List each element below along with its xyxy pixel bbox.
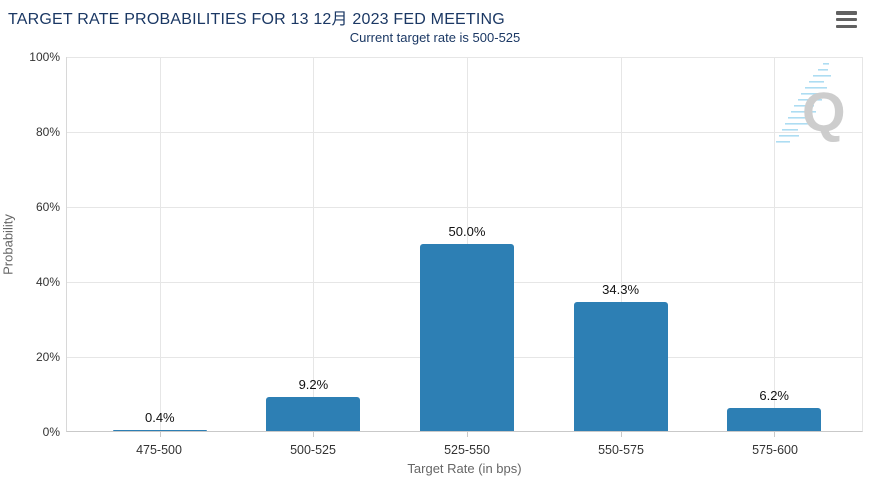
horizontal-gridline bbox=[67, 207, 862, 208]
bar-value-label: 6.2% bbox=[759, 387, 789, 403]
category-columns: 0.4% 9.2% 50.0% 34.3% bbox=[83, 57, 851, 437]
probability-bar[interactable] bbox=[419, 243, 514, 431]
vertical-gridline bbox=[774, 57, 776, 431]
hamburger-menu-icon[interactable] bbox=[836, 11, 857, 28]
bar-value-label: 34.3% bbox=[602, 282, 640, 298]
y-axis-tick-labels: 0% 20% 40% 60% 80% 100% bbox=[0, 0, 60, 483]
x-axis-tick bbox=[774, 432, 776, 437]
bar-value-label: 9.2% bbox=[298, 376, 329, 392]
x-tick-label: 575-600 bbox=[752, 443, 798, 457]
x-axis-tick bbox=[466, 432, 468, 437]
chart-title: TARGET RATE PROBABILITIES FOR 13 12月 202… bbox=[8, 11, 505, 28]
category-column: 0.4% bbox=[83, 57, 237, 437]
bar-value-label: 50.0% bbox=[448, 223, 486, 239]
category-column: 50.0% bbox=[390, 57, 544, 437]
vertical-gridline bbox=[313, 57, 315, 431]
menu-bar bbox=[836, 24, 857, 28]
probability-bar[interactable] bbox=[266, 396, 361, 431]
y-tick-label: 20% bbox=[35, 350, 60, 364]
horizontal-gridline bbox=[67, 132, 862, 133]
x-tick-label: 475-500 bbox=[136, 443, 182, 457]
menu-bar bbox=[836, 17, 857, 22]
x-axis-tick bbox=[159, 432, 161, 437]
x-tick-label: 550-575 bbox=[598, 443, 644, 457]
svg-text:Q: Q bbox=[802, 80, 846, 143]
plot-area: Q 0.4% 9.2% 50.0% bbox=[66, 57, 863, 437]
horizontal-gridline bbox=[67, 57, 862, 58]
y-tick-label: 100% bbox=[29, 50, 60, 64]
y-tick-label: 0% bbox=[42, 425, 60, 439]
menu-bar bbox=[836, 11, 857, 15]
y-tick-label: 80% bbox=[35, 125, 60, 139]
y-axis-title: Probability bbox=[0, 214, 16, 275]
probability-bar[interactable] bbox=[727, 407, 822, 431]
probability-bar[interactable] bbox=[573, 302, 668, 431]
q-logo-watermark-icon: Q bbox=[768, 59, 854, 156]
category-column: 34.3% bbox=[544, 57, 698, 437]
y-tick-label: 40% bbox=[35, 275, 60, 289]
x-axis-tick bbox=[620, 432, 622, 437]
category-column: 9.2% bbox=[237, 57, 391, 437]
category-column: 6.2% bbox=[697, 57, 851, 437]
chart-subtitle: Current target rate is 500-525 bbox=[349, 30, 521, 45]
x-tick-label: 525-550 bbox=[444, 443, 490, 457]
vertical-gridline bbox=[620, 57, 622, 431]
y-tick-label: 60% bbox=[35, 200, 60, 214]
probability-bar[interactable] bbox=[112, 429, 207, 431]
x-axis-tick bbox=[313, 432, 315, 437]
x-axis-title: Target Rate (in bps) bbox=[407, 461, 522, 476]
x-axis-tick-labels: 475-500 500-525 525-550 550-575 575-600 bbox=[82, 443, 852, 457]
x-tick-label: 500-525 bbox=[290, 443, 336, 457]
bar-value-label: 0.4% bbox=[144, 409, 175, 425]
vertical-gridline bbox=[159, 57, 161, 431]
